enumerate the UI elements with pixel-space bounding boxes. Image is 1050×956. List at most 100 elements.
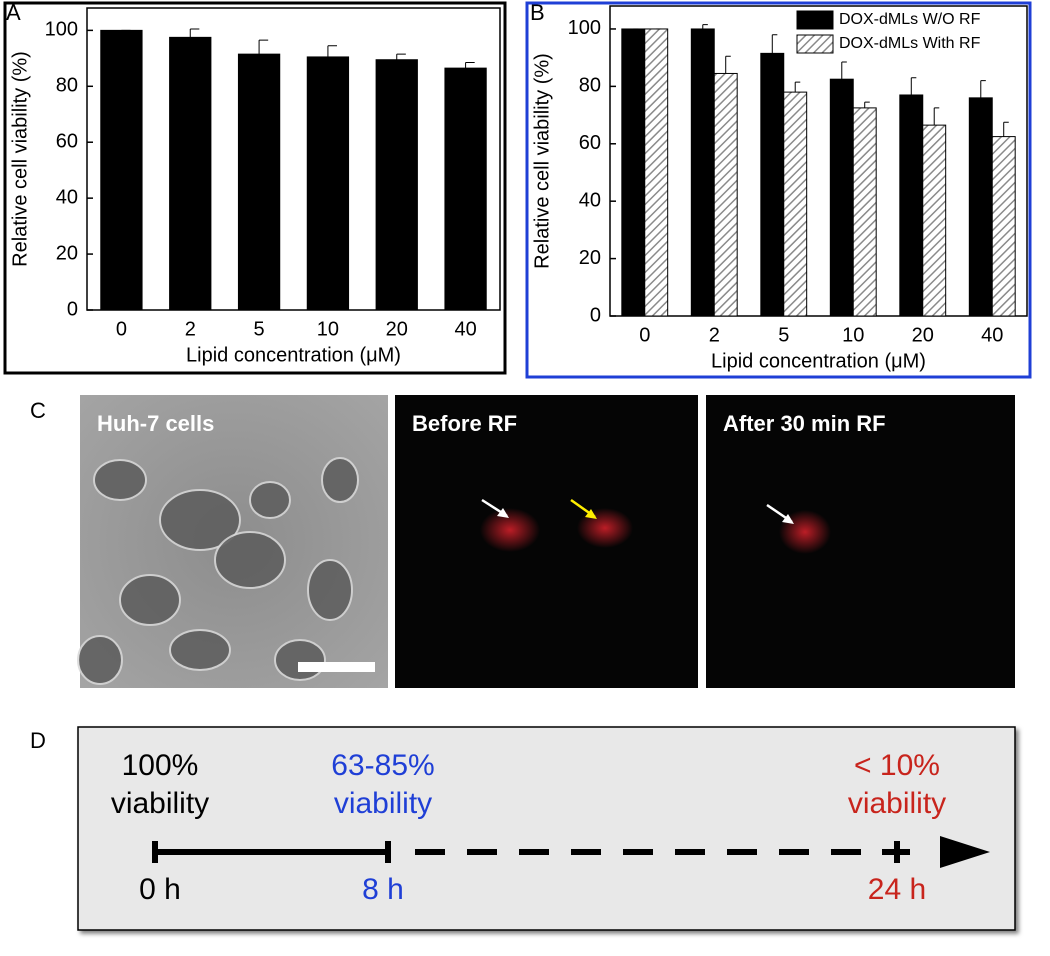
bar [169,36,212,311]
cell [249,481,291,519]
error-bar [189,28,200,38]
panel-label: A [6,0,21,25]
y-tick-label: 80 [56,75,78,97]
time-label: 8 h [362,873,404,906]
error-bar [980,80,986,98]
y-tick-label: 80 [579,75,601,97]
micrograph-label: After 30 min RF [723,411,886,436]
bar [237,53,281,311]
x-tick-label: 40 [981,324,1003,346]
error-bar [702,24,708,29]
bar [829,78,854,317]
panel-label: D [30,728,46,753]
timeline-solid [152,841,391,863]
y-tick-label: 0 [67,298,78,320]
x-tick-label: 20 [912,324,934,346]
scale-bar [298,662,375,672]
fluorescence [480,508,540,552]
x-tick-label: 5 [254,318,265,340]
cell [77,635,123,685]
viability-value: 100% [122,749,199,782]
panel-label: C [30,398,46,423]
x-tick-label: 20 [386,318,408,340]
cell [159,489,241,551]
cell [169,629,231,671]
y-axis-label: Relative cell viability (%) [531,53,553,269]
viability-value: < 10% [854,749,940,782]
error-bar [841,61,847,80]
micrograph-label: Huh-7 cells [97,411,214,436]
legend-label: DOX-dMLs With RF [839,35,981,52]
bar [760,52,785,317]
panel-frame [525,1,1032,379]
x-tick-label: 40 [454,318,476,340]
time-label: 0 h [139,873,181,906]
error-bar [327,45,338,57]
error-bar [771,34,778,54]
x-axis-label: Lipid concentration (μM) [186,344,401,366]
x-tick-label: 5 [778,324,789,346]
viability-caption: viability [334,787,432,820]
x-tick-label: 10 [842,324,864,346]
error-bar [910,77,917,95]
timeline-arrow [940,836,990,868]
error-bar [864,101,870,108]
bar [690,28,715,317]
micrograph [395,395,698,688]
plot-area [609,5,1028,317]
error-bar [794,81,801,93]
error-bar [933,107,940,126]
y-tick-label: 0 [590,304,601,326]
legend-swatch [796,10,834,30]
cell [307,559,353,621]
micrograph [706,395,1015,688]
x-tick-label: 10 [317,318,339,340]
legend-swatch [796,34,834,54]
y-tick-label: 60 [579,132,601,154]
bar [713,72,738,317]
viability-caption: viability [111,787,209,820]
bar [444,67,487,311]
bar [899,94,924,317]
cell [93,459,147,501]
cell [321,457,359,503]
x-tick-label: 2 [185,318,196,340]
error-bar [396,53,406,60]
cell [214,531,286,589]
bar [100,29,143,311]
y-tick-label: 40 [579,189,601,211]
x-tick-label: 0 [116,318,127,340]
x-axis-label: Lipid concentration (μM) [711,350,926,372]
bar [621,28,646,317]
error-bar [1003,121,1009,137]
panel-frame [3,1,507,375]
error-bar [258,39,269,55]
timeline-tick [882,841,910,863]
bar [644,28,669,317]
viability-caption: viability [848,787,946,820]
viability-value: 63-85% [331,749,434,782]
bar [922,124,947,317]
y-tick-label: 20 [579,247,601,269]
timeline-box [77,726,1016,931]
bar [991,136,1016,317]
error-bar [725,55,731,74]
error-bar [465,62,475,69]
y-tick-label: 100 [568,17,601,39]
bar [306,56,350,311]
arrow-head [782,514,794,524]
legend-label: DOX-dMLs W/O RF [839,11,981,28]
arrow-head [585,509,597,519]
bar [968,97,993,317]
cell [119,574,181,626]
y-tick-label: 100 [45,19,78,41]
x-tick-label: 2 [709,324,720,346]
panel-label: B [530,0,545,25]
arrow-head [497,508,509,518]
y-axis-label: Relative cell viability (%) [9,51,31,267]
time-label: 24 h [868,873,926,906]
y-tick-label: 20 [56,242,78,264]
cell [274,639,326,681]
